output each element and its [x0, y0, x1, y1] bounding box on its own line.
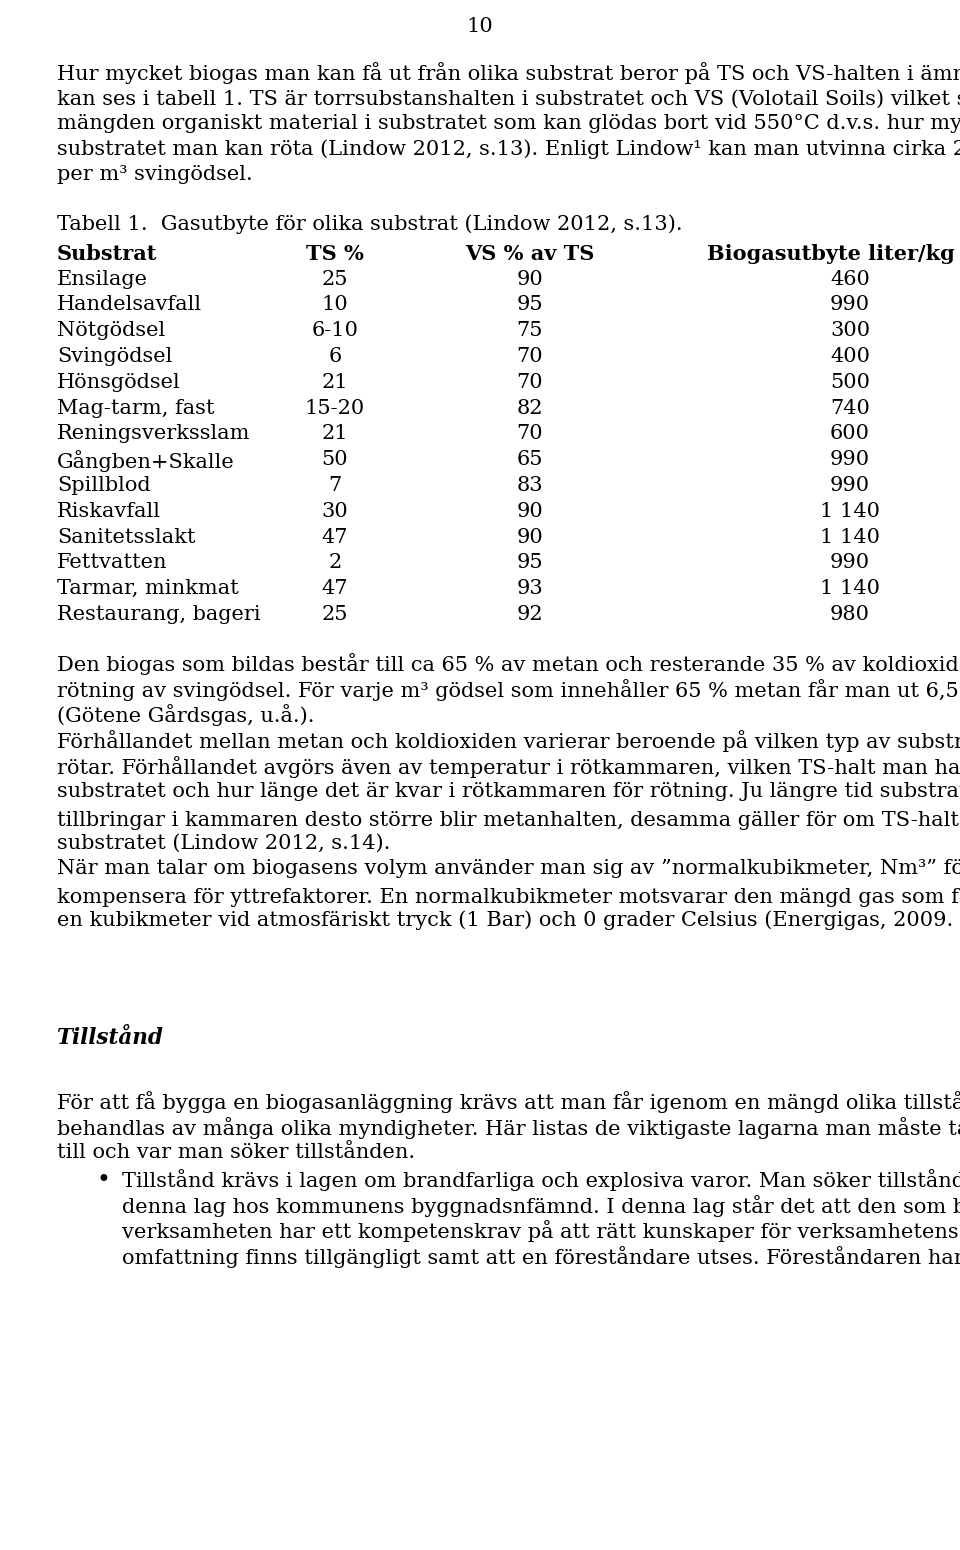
Text: Hönsgödsel: Hönsgödsel — [57, 374, 180, 392]
Text: Riskavfall: Riskavfall — [57, 502, 161, 521]
Text: substratet man kan röta (Lindow 2012, s.13). Enligt Lindow¹ kan man utvinna cirk: substratet man kan röta (Lindow 2012, s.… — [57, 140, 960, 160]
Text: kompensera för yttrefaktorer. En normalkubikmeter motsvarar den mängd gas som få: kompensera för yttrefaktorer. En normalk… — [57, 885, 960, 907]
Text: 15-20: 15-20 — [305, 398, 365, 417]
Text: VS % av TS: VS % av TS — [466, 243, 594, 264]
Text: 70: 70 — [516, 425, 543, 443]
Text: 70: 70 — [516, 374, 543, 392]
Text: behandlas av många olika myndigheter. Här listas de viktigaste lagarna man måste: behandlas av många olika myndigheter. Hä… — [57, 1118, 960, 1139]
Text: 990: 990 — [830, 451, 870, 470]
Text: 47: 47 — [322, 527, 348, 547]
Text: 400: 400 — [830, 347, 870, 366]
Text: Nötgödsel: Nötgödsel — [57, 321, 165, 341]
Text: 75: 75 — [516, 321, 543, 341]
Text: 30: 30 — [322, 502, 348, 521]
Text: Tillstånd krävs i lagen om brandfarliga och explosiva varor. Man söker tillstånd: Tillstånd krävs i lagen om brandfarliga … — [122, 1169, 960, 1190]
Text: 95: 95 — [516, 296, 543, 315]
Text: 90: 90 — [516, 270, 543, 288]
Text: När man talar om biogasens volym använder man sig av ”normalkubikmeter, Nm³” för: När man talar om biogasens volym använde… — [57, 859, 960, 879]
Text: Tabell 1.  Gasutbyte för olika substrat (Lindow 2012, s.13).: Tabell 1. Gasutbyte för olika substrat (… — [57, 214, 683, 234]
Text: Biogasutbyte liter/kg VS: Biogasutbyte liter/kg VS — [707, 243, 960, 264]
Text: Ensilage: Ensilage — [57, 270, 148, 288]
Text: per m³ svingödsel.: per m³ svingödsel. — [57, 166, 252, 184]
Text: omfattning finns tillgängligt samt att en föreståndare utses. Föreståndaren har : omfattning finns tillgängligt samt att e… — [122, 1246, 960, 1268]
Text: 990: 990 — [830, 476, 870, 494]
Text: 70: 70 — [516, 347, 543, 366]
Text: Den biogas som bildas består till ca 65 % av metan och resterande 35 % av koldio: Den biogas som bildas består till ca 65 … — [57, 653, 960, 674]
Text: Svingödsel: Svingödsel — [57, 347, 173, 366]
Text: 500: 500 — [830, 374, 870, 392]
Text: 47: 47 — [322, 580, 348, 598]
Text: Mag-tarm, fast: Mag-tarm, fast — [57, 398, 214, 417]
Text: Substrat: Substrat — [57, 243, 157, 264]
Text: kan ses i tabell 1. TS är torrsubstanshalten i substratet och VS (Volotail Soils: kan ses i tabell 1. TS är torrsubstansha… — [57, 88, 960, 109]
Text: rötning av svingödsel. För varje m³ gödsel som innehåller 65 % metan får man ut : rötning av svingödsel. För varje m³ göds… — [57, 679, 960, 701]
Text: mängden organiskt material i substratet som kan glödas bort vid 550°C d.v.s. hur: mängden organiskt material i substratet … — [57, 113, 960, 133]
Text: Spillblod: Spillblod — [57, 476, 151, 494]
Text: Fettvatten: Fettvatten — [57, 553, 167, 572]
Text: 460: 460 — [830, 270, 870, 288]
Text: 1 140: 1 140 — [820, 527, 880, 547]
Text: 83: 83 — [516, 476, 543, 494]
Text: •: • — [97, 1169, 110, 1192]
Text: 90: 90 — [516, 502, 543, 521]
Text: 740: 740 — [830, 398, 870, 417]
Text: 2: 2 — [328, 553, 342, 572]
Text: 82: 82 — [516, 398, 543, 417]
Text: 93: 93 — [516, 580, 543, 598]
Text: 25: 25 — [322, 270, 348, 288]
Text: Restaurang, bageri: Restaurang, bageri — [57, 604, 260, 625]
Text: Gångben+Skalle: Gångben+Skalle — [57, 451, 235, 473]
Text: 10: 10 — [467, 17, 493, 36]
Text: 990: 990 — [830, 553, 870, 572]
Text: 21: 21 — [322, 374, 348, 392]
Text: Förhållandet mellan metan och koldioxiden varierar beroende på vilken typ av sub: Förhållandet mellan metan och koldioxide… — [57, 730, 960, 752]
Text: rötar. Förhållandet avgörs även av temperatur i rötkammaren, vilken TS-halt man : rötar. Förhållandet avgörs även av tempe… — [57, 756, 960, 778]
Text: 10: 10 — [322, 296, 348, 315]
Text: 1 140: 1 140 — [820, 580, 880, 598]
Text: Tarmar, minkmat: Tarmar, minkmat — [57, 580, 239, 598]
Text: 50: 50 — [322, 451, 348, 470]
Text: 300: 300 — [830, 321, 870, 341]
Text: 25: 25 — [322, 604, 348, 625]
Text: en kubikmeter vid atmosfäriskt tryck (1 Bar) och 0 grader Celsius (Energigas, 20: en kubikmeter vid atmosfäriskt tryck (1 … — [57, 911, 960, 930]
Text: 92: 92 — [516, 604, 543, 625]
Text: 1 140: 1 140 — [820, 502, 880, 521]
Text: 7: 7 — [328, 476, 342, 494]
Text: Tillstånd: Tillstånd — [57, 1028, 164, 1049]
Text: 6: 6 — [328, 347, 342, 366]
Text: 600: 600 — [830, 425, 870, 443]
Text: 980: 980 — [830, 604, 870, 625]
Text: tillbringar i kammaren desto större blir metanhalten, desamma gäller för om TS-h: tillbringar i kammaren desto större blir… — [57, 808, 960, 829]
Text: Sanitetsslakt: Sanitetsslakt — [57, 527, 196, 547]
Text: (Götene Gårdsgas, u.å.).: (Götene Gårdsgas, u.å.). — [57, 704, 315, 727]
Text: Hur mycket biogas man kan få ut från olika substrat beror på TS och VS-halten i : Hur mycket biogas man kan få ut från oli… — [57, 62, 960, 84]
Text: substratet och hur länge det är kvar i rötkammaren för rötning. Ju längre tid su: substratet och hur länge det är kvar i r… — [57, 781, 960, 801]
Text: substratet (Lindow 2012, s.14).: substratet (Lindow 2012, s.14). — [57, 834, 391, 853]
Text: verksamheten har ett kompetenskrav på att rätt kunskaper för verksamhetens: verksamheten har ett kompetenskrav på at… — [122, 1220, 959, 1243]
Text: till och var man söker tillstånden.: till och var man söker tillstånden. — [57, 1142, 415, 1162]
Text: denna lag hos kommunens byggnadsnfämnd. I denna lag står det att den som bedrive: denna lag hos kommunens byggnadsnfämnd. … — [122, 1195, 960, 1217]
Text: Handelsavfall: Handelsavfall — [57, 296, 203, 315]
Text: 65: 65 — [516, 451, 543, 470]
Text: 95: 95 — [516, 553, 543, 572]
Text: 21: 21 — [322, 425, 348, 443]
Text: 90: 90 — [516, 527, 543, 547]
Text: För att få bygga en biogasanläggning krävs att man får igenom en mängd olika til: För att få bygga en biogasanläggning krä… — [57, 1091, 960, 1113]
Text: 6-10: 6-10 — [311, 321, 358, 341]
Text: TS %: TS % — [306, 243, 364, 264]
Text: Reningsverksslam: Reningsverksslam — [57, 425, 251, 443]
Text: 990: 990 — [830, 296, 870, 315]
